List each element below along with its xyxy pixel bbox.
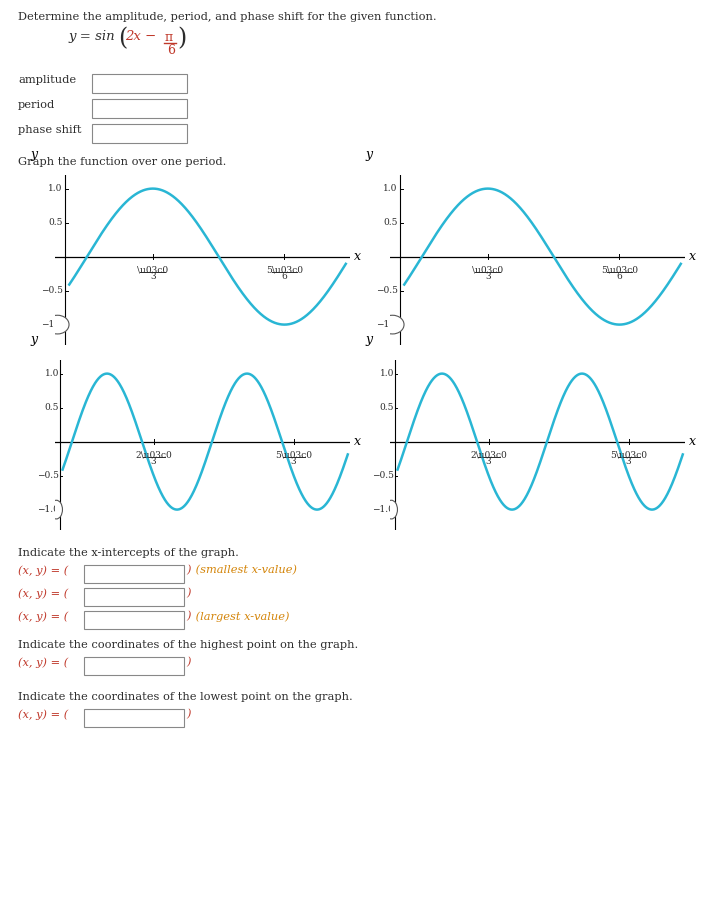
Text: −0.5: −0.5 [37,471,59,480]
Text: −1.0: −1.0 [41,320,62,329]
Text: −0.5: −0.5 [375,286,398,295]
FancyBboxPatch shape [84,709,184,727]
FancyBboxPatch shape [92,74,187,93]
Text: x: x [355,250,361,263]
Text: ): ) [186,611,190,622]
Text: −1.0: −1.0 [37,505,59,514]
Text: −0.5: −0.5 [372,471,394,480]
Text: \u03c0: \u03c0 [472,266,503,275]
FancyBboxPatch shape [84,588,184,606]
Text: y = sin: y = sin [68,30,114,43]
Text: \u03c0: \u03c0 [137,266,168,275]
Text: x: x [689,435,696,448]
Text: 1.0: 1.0 [383,184,398,193]
Text: x: x [689,250,696,263]
Text: 0.5: 0.5 [380,403,394,412]
Text: Graph the function over one period.: Graph the function over one period. [18,157,227,167]
Circle shape [50,501,62,519]
Text: 2\u03c0: 2\u03c0 [135,450,172,460]
Text: 0.5: 0.5 [383,218,398,228]
FancyBboxPatch shape [84,565,184,583]
Text: −1.0: −1.0 [375,320,398,329]
Text: ): ) [186,709,190,719]
Text: (smallest x-value): (smallest x-value) [192,565,297,575]
Text: (x, y) = (: (x, y) = ( [18,709,68,720]
Circle shape [381,315,404,334]
Text: 5\u03c0: 5\u03c0 [610,450,647,460]
Text: 5\u03c0: 5\u03c0 [275,450,312,460]
Text: 1.0: 1.0 [44,369,59,378]
FancyBboxPatch shape [92,99,187,118]
Text: (: ( [118,27,127,50]
Text: (x, y) = (: (x, y) = ( [18,588,68,599]
Text: Indicate the coordinates of the highest point on the graph.: Indicate the coordinates of the highest … [18,640,358,650]
Text: 5\u03c0: 5\u03c0 [266,266,303,275]
Text: 3: 3 [150,272,156,281]
Text: 3: 3 [486,457,491,466]
Text: y: y [31,148,38,161]
Text: Indicate the coordinates of the lowest point on the graph.: Indicate the coordinates of the lowest p… [18,692,352,702]
Text: 3: 3 [291,457,297,466]
Text: y: y [31,333,38,347]
Text: 6: 6 [167,44,175,57]
FancyBboxPatch shape [92,124,187,143]
Text: Indicate the x-intercepts of the graph.: Indicate the x-intercepts of the graph. [18,548,239,558]
Text: ): ) [177,27,186,50]
Text: (x, y) = (: (x, y) = ( [18,565,68,575]
Text: 5\u03c0: 5\u03c0 [601,266,638,275]
Text: (largest x-value): (largest x-value) [192,611,290,622]
Circle shape [385,501,398,519]
Text: y: y [366,148,373,161]
Text: 2x −: 2x − [125,30,160,43]
Text: amplitude: amplitude [18,75,76,85]
FancyBboxPatch shape [84,657,184,675]
Text: 0.5: 0.5 [44,403,59,412]
Text: 3: 3 [485,272,490,281]
Text: 2\u03c0: 2\u03c0 [470,450,507,460]
Text: 1.0: 1.0 [48,184,62,193]
Text: −1.0: −1.0 [372,505,394,514]
Text: (x, y) = (: (x, y) = ( [18,611,68,622]
Text: π: π [165,31,173,44]
Text: −0.5: −0.5 [41,286,62,295]
Text: ): ) [186,657,190,667]
Text: 6: 6 [616,272,622,281]
Text: 6: 6 [282,272,287,281]
Text: phase shift: phase shift [18,125,82,135]
Text: 1.0: 1.0 [380,369,394,378]
FancyBboxPatch shape [84,611,184,629]
Text: y: y [366,333,373,347]
Text: period: period [18,100,55,110]
Text: Determine the amplitude, period, and phase shift for the given function.: Determine the amplitude, period, and pha… [18,12,437,22]
Text: 0.5: 0.5 [48,218,62,228]
Text: ): ) [186,588,190,598]
Text: ): ) [186,565,190,575]
Text: 3: 3 [151,457,157,466]
Text: 3: 3 [626,457,631,466]
Text: x: x [355,435,361,448]
Circle shape [46,315,69,334]
Text: (x, y) = (: (x, y) = ( [18,657,68,668]
